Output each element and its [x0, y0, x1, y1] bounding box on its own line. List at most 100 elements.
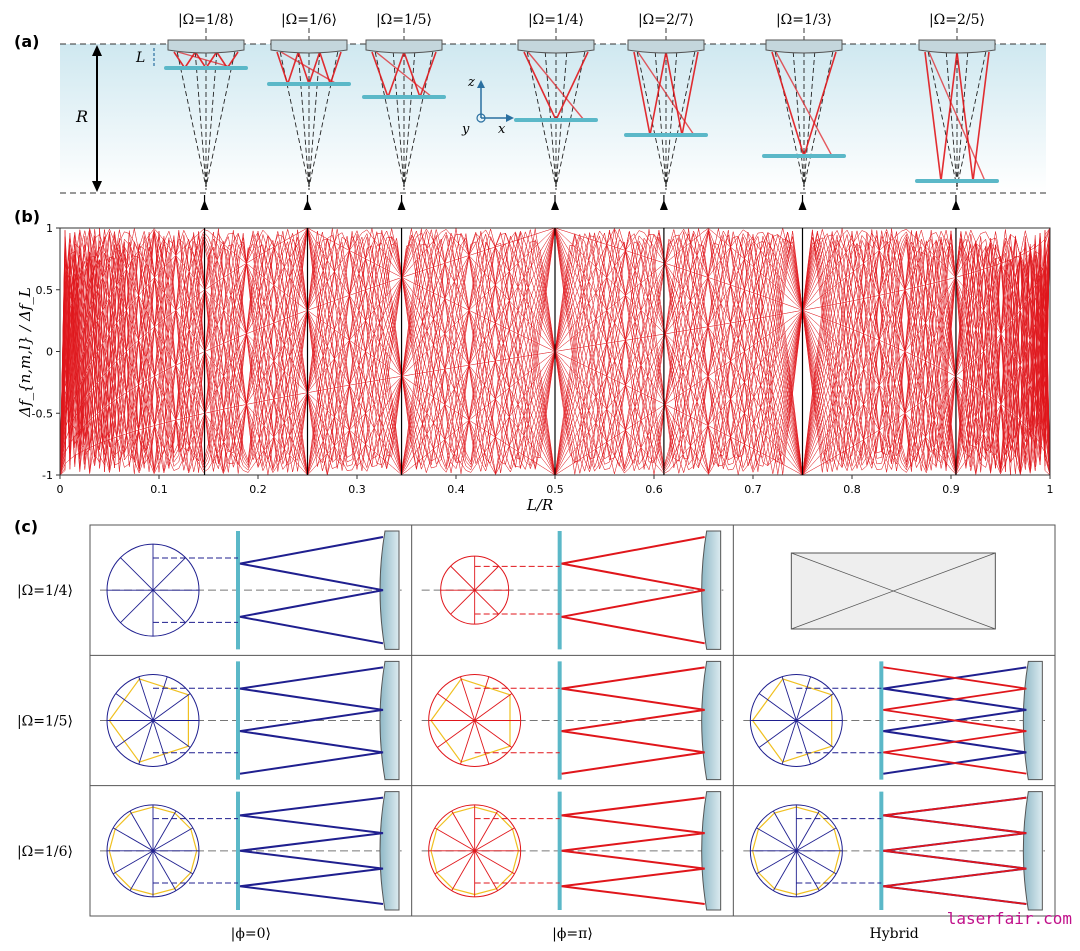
- column-label: |ϕ=0⟩: [231, 926, 271, 942]
- curved-mirror: [701, 660, 722, 781]
- degenerate-arrow-head: [951, 200, 960, 210]
- x-tick-label: 1: [1047, 483, 1054, 496]
- l-label: L: [135, 50, 145, 66]
- convergence-line: [403, 51, 434, 188]
- state-labels: |Ω=1/8⟩ |Ω=1/6⟩ |Ω=1/5⟩ |Ω=1/4⟩ |Ω=2/7⟩ |Ω=1/…: [178, 12, 985, 28]
- watermark: laserfair.com: [947, 909, 1072, 928]
- x-tick-label: 0.8: [843, 483, 861, 496]
- mode-cell: [100, 660, 402, 781]
- curved-mirror: [627, 39, 705, 54]
- panel-a-label: (a): [14, 32, 39, 51]
- curved-mirror: [1022, 791, 1043, 911]
- curved-mirror: [701, 791, 722, 911]
- y-axis-title: Δf_{n,m,l} / Δf_L: [16, 287, 34, 418]
- x-ticks: 0 0.1 0.2 0.3 0.4 0.5 0.6 0.7 0.8 0.9 1: [57, 475, 1054, 496]
- state-label: |Ω=1/5⟩: [376, 12, 432, 28]
- beam-path: [527, 51, 585, 121]
- mode-cell: [100, 791, 402, 911]
- beam-path: [928, 51, 986, 182]
- cavity-diagrams: [164, 28, 999, 190]
- beam-path: [561, 796, 705, 905]
- beam-path: [883, 796, 1027, 905]
- cavity: [164, 28, 248, 190]
- beam-path: [775, 51, 833, 157]
- x-tick-label: 0.6: [645, 483, 663, 496]
- curved-mirror: [379, 530, 400, 650]
- degenerate-arrow-head: [798, 200, 807, 210]
- z-axis-label: z: [467, 75, 475, 90]
- beam-pattern-spoke: [758, 693, 834, 748]
- beam-pattern-spoke: [112, 827, 194, 875]
- beam-path: [561, 536, 705, 645]
- row-labels: |Ω=1/4⟩ |Ω=1/5⟩ |Ω=1/6⟩: [17, 583, 73, 860]
- x-tick-label: 0.7: [744, 483, 762, 496]
- beam-path: [883, 666, 1027, 775]
- cavity: [915, 28, 999, 190]
- y-tick-label: -0.5: [32, 407, 53, 420]
- cavity: [624, 28, 708, 190]
- state-label: |Ω=1/3⟩: [776, 12, 832, 28]
- degenerate-arrow-head: [200, 200, 209, 210]
- cavity: [762, 28, 846, 190]
- x-axis-title: L/R: [526, 496, 553, 514]
- beam-path: [375, 51, 433, 98]
- convergence-line: [792, 51, 805, 188]
- beam-path: [637, 51, 695, 136]
- degenerate-arrow-head: [659, 200, 668, 210]
- curved-mirror: [270, 39, 348, 54]
- panel-c-label: (c): [14, 517, 38, 536]
- beam-path: [561, 666, 705, 775]
- y-tick-label: 0: [46, 346, 53, 359]
- mode-cell: [743, 660, 1045, 781]
- beam-pattern-spoke: [756, 827, 837, 875]
- r-arrow-head-bottom: [92, 181, 102, 192]
- beam-path: [280, 51, 338, 85]
- state-label: |Ω=1/6⟩: [281, 12, 337, 28]
- r-label: R: [75, 107, 88, 126]
- x-tick-label: 0.1: [150, 483, 168, 496]
- convergence-line: [176, 51, 207, 188]
- column-label: Hybrid: [870, 926, 919, 942]
- convergence-line: [526, 51, 557, 188]
- mode-cell: [790, 552, 996, 630]
- convergence-line: [308, 51, 321, 188]
- r-arrow-head-top: [92, 45, 102, 56]
- convergence-line: [654, 51, 667, 188]
- panel-b-label: (b): [14, 207, 40, 226]
- convergence-line: [945, 51, 958, 188]
- convergence-line: [194, 51, 207, 188]
- x-tick-label: 0.9: [942, 483, 960, 496]
- convergence-line: [308, 51, 339, 188]
- convergence-line: [665, 51, 678, 188]
- coordinate-axes: z y x: [461, 75, 514, 137]
- convergence-line: [205, 51, 236, 188]
- curved-mirror: [701, 530, 722, 650]
- convergence-line: [279, 51, 310, 188]
- y-tick-label: 0.5: [36, 284, 54, 297]
- curved-mirror: [379, 791, 400, 911]
- convergence-line: [803, 51, 834, 188]
- y-tick-label: -1: [42, 469, 53, 482]
- beam-path: [239, 536, 384, 645]
- convergence-line: [774, 51, 805, 188]
- convergence-line: [956, 51, 969, 188]
- convergence-line: [555, 51, 586, 188]
- curved-mirror: [918, 39, 996, 54]
- x-tick-label: 0: [57, 483, 64, 496]
- x-tick-label: 0.4: [447, 483, 465, 496]
- beam-pattern-spoke: [437, 693, 513, 748]
- curved-mirror: [1022, 660, 1043, 781]
- x-axis-label: x: [498, 122, 506, 137]
- mode-cell: [100, 530, 402, 650]
- convergence-line: [392, 51, 405, 188]
- cavity: [362, 28, 446, 190]
- y-tick-label: 1: [46, 222, 53, 235]
- convergence-line: [803, 51, 816, 188]
- mode-cell: [421, 791, 724, 911]
- state-label: |Ω=1/8⟩: [178, 12, 234, 28]
- degenerate-lines: [200, 195, 960, 475]
- state-label: |Ω=1/4⟩: [528, 12, 584, 28]
- mode-pattern-grid: [89, 524, 1056, 917]
- row-label: |Ω=1/6⟩: [17, 844, 73, 860]
